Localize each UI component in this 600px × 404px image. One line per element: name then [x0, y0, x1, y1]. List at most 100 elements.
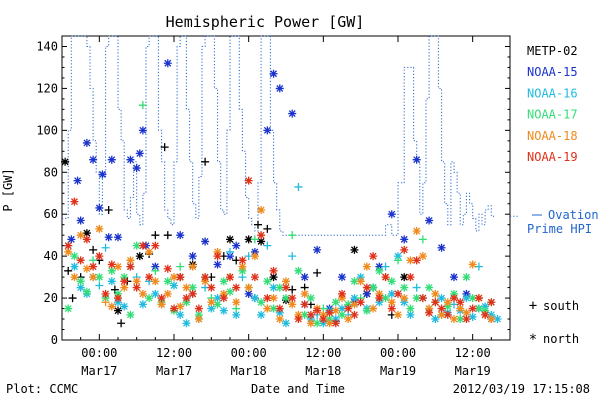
point-north	[135, 252, 144, 261]
point-north	[176, 310, 185, 319]
point-north	[138, 300, 147, 309]
point-north	[114, 233, 122, 242]
x-tick-time: 00:00	[380, 346, 416, 360]
point-north	[76, 256, 85, 265]
ovation-legend: Ovation Prime HPI	[527, 208, 599, 236]
point-north	[356, 277, 365, 286]
point-north	[275, 283, 284, 292]
point-north	[120, 277, 129, 286]
point-north	[219, 289, 228, 298]
series-noaa-19	[64, 176, 496, 328]
point-north	[135, 149, 144, 158]
y-tick-label: 0	[51, 333, 58, 347]
point-north	[313, 245, 322, 254]
point-south	[101, 298, 110, 307]
point-north	[425, 216, 434, 225]
point-north	[269, 294, 278, 303]
point-north	[70, 262, 79, 271]
point-north	[369, 304, 378, 313]
point-north	[269, 273, 278, 282]
ovation-label-line2: Prime HPI	[527, 222, 592, 236]
plot-credit: Plot: CCMC	[6, 382, 78, 396]
point-south	[226, 247, 234, 256]
x-tick-time: 12:00	[455, 346, 491, 360]
point-north	[443, 310, 452, 319]
x-axis: 00:00 Mar17 12:00 Mar17 00:00 Mar18 12:00 Mar18…	[61, 36, 511, 378]
point-north	[387, 304, 396, 313]
point-north	[176, 273, 185, 282]
x-tick-time: 00:00	[81, 346, 117, 360]
point-north	[275, 308, 284, 317]
point-south	[418, 235, 427, 244]
point-north	[425, 308, 434, 317]
point-north	[76, 283, 85, 292]
point-north	[157, 300, 166, 309]
point-north	[331, 315, 340, 324]
point-south	[381, 262, 390, 271]
point-north	[338, 304, 346, 313]
point-north	[213, 300, 222, 309]
south-marker-symbol: +	[529, 298, 537, 314]
point-north	[288, 109, 297, 118]
point-south	[263, 241, 272, 250]
point-north	[82, 138, 91, 147]
point-north	[194, 310, 203, 319]
point-north	[201, 237, 210, 246]
point-north	[126, 256, 135, 265]
point-south	[201, 157, 210, 166]
point-north	[319, 310, 328, 319]
point-north	[232, 241, 241, 250]
point-north	[481, 302, 490, 311]
point-north	[182, 319, 191, 328]
point-north	[95, 203, 104, 212]
point-north	[226, 252, 234, 261]
point-north	[412, 226, 421, 235]
point-north	[294, 266, 303, 275]
point-north	[381, 294, 390, 303]
point-north	[244, 289, 253, 298]
point-north	[356, 298, 365, 307]
point-north	[362, 289, 371, 298]
x-tick-date: Mar17	[81, 364, 117, 378]
point-north	[64, 247, 73, 256]
point-south	[294, 182, 303, 191]
point-north	[76, 231, 85, 240]
point-north	[114, 294, 122, 303]
point-north	[456, 298, 465, 307]
point-north	[107, 266, 116, 275]
point-south	[288, 285, 297, 294]
point-north	[126, 155, 135, 164]
point-north	[107, 155, 116, 164]
point-north	[350, 277, 359, 286]
point-north	[487, 298, 496, 307]
point-north	[400, 235, 409, 244]
point-north	[182, 298, 191, 307]
point-north	[487, 310, 496, 319]
point-north	[89, 262, 98, 271]
point-north	[67, 235, 76, 244]
y-tick-label: 80	[44, 165, 58, 179]
point-north	[437, 310, 446, 319]
point-north	[350, 310, 359, 319]
point-north	[250, 252, 259, 261]
point-north	[338, 289, 346, 298]
point-south	[64, 266, 73, 275]
point-south	[104, 206, 113, 215]
legend-entry-noaa-18: NOAA-18	[527, 129, 578, 143]
point-south	[110, 285, 119, 294]
point-north	[406, 310, 415, 319]
point-north	[356, 273, 365, 282]
point-north	[344, 304, 353, 313]
point-north	[73, 176, 82, 185]
point-north	[387, 289, 396, 298]
point-north	[82, 229, 91, 238]
point-north	[95, 224, 104, 233]
point-north	[450, 289, 458, 298]
point-north	[226, 287, 234, 296]
point-north	[338, 273, 346, 282]
point-north	[76, 216, 85, 225]
point-north	[331, 306, 340, 315]
point-north	[269, 266, 278, 275]
